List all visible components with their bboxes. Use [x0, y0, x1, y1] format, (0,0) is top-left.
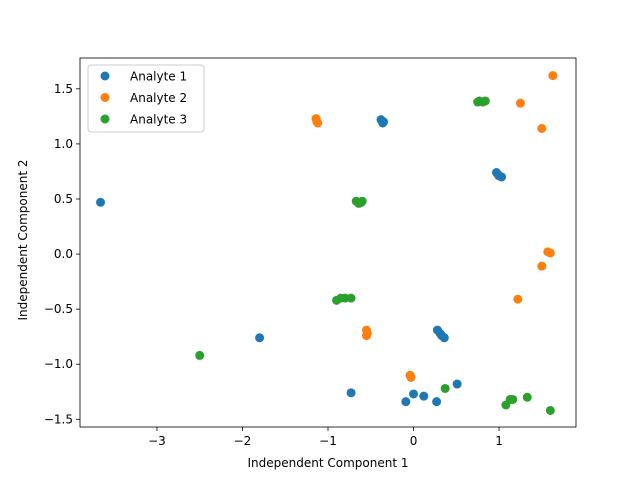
data-point [537, 123, 547, 133]
y-axis-label: Independent Component 2 [16, 160, 30, 321]
data-point [379, 117, 389, 127]
data-point [401, 397, 411, 407]
data-point [357, 196, 367, 206]
y-tick-label: −1.0 [44, 357, 73, 371]
data-point [406, 372, 416, 382]
y-tick-label: 1.5 [54, 82, 73, 96]
legend-marker [100, 114, 110, 124]
data-point [548, 71, 558, 81]
data-point [515, 98, 525, 108]
data-point [522, 392, 532, 402]
x-tick-label: 1 [495, 434, 503, 448]
x-tick-label: −2 [234, 434, 252, 448]
data-point [409, 389, 419, 399]
y-tick-label: 0.0 [54, 247, 73, 261]
data-point [545, 248, 555, 258]
x-tick-label: 0 [410, 434, 418, 448]
data-point [96, 197, 106, 207]
legend-label: Analyte 2 [130, 91, 187, 105]
x-tick-label: −3 [148, 434, 166, 448]
data-point [480, 96, 490, 106]
data-point [452, 379, 462, 389]
data-point [497, 172, 507, 182]
x-axis-label: Independent Component 1 [248, 456, 409, 470]
y-tick-label: 0.5 [54, 192, 73, 206]
data-point [439, 333, 449, 343]
x-tick-label: −1 [319, 434, 337, 448]
data-point [432, 397, 442, 407]
data-point [346, 293, 356, 303]
data-point [419, 391, 429, 401]
data-point [313, 118, 323, 128]
legend-box [87, 64, 205, 133]
y-tick-label: 1.0 [54, 137, 73, 151]
data-point [346, 388, 356, 398]
data-point [255, 333, 265, 343]
y-tick-label: −0.5 [44, 302, 73, 316]
data-point [537, 261, 547, 271]
data-point [508, 394, 518, 404]
axes: −3 −2 −1 0 1 −1.5 −1.0 −0.5 0.0 0.5 1.0 1.5 [44, 57, 577, 448]
data-point [513, 294, 523, 304]
data-point [361, 331, 371, 341]
y-tick-label: −1.5 [44, 412, 73, 426]
legend-label: Analyte 1 [130, 70, 187, 84]
data-point [440, 383, 450, 393]
legend-marker [100, 93, 110, 102]
legend-label: Analyte 3 [130, 113, 187, 127]
data-points [96, 71, 558, 415]
data-point [545, 405, 555, 415]
legend: Analyte 1 Analyte 2 Analyte 3 [87, 64, 205, 133]
data-point [195, 350, 205, 360]
legend-marker [100, 71, 110, 81]
